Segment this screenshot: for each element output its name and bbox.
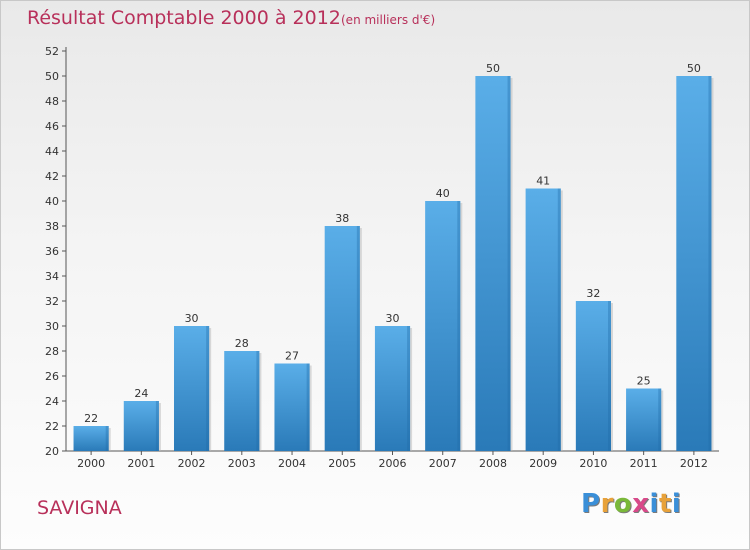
bar xyxy=(173,326,210,451)
bar xyxy=(274,363,310,451)
bar xyxy=(676,76,712,451)
x-tick-label: 2006 xyxy=(379,457,407,470)
chart-subtitle: (en milliers d'€) xyxy=(341,13,436,27)
bar-value-label: 40 xyxy=(436,187,450,200)
x-tick-label: 2004 xyxy=(278,457,306,470)
x-tick-label: 2009 xyxy=(529,457,557,470)
bar-value-label: 41 xyxy=(536,175,550,188)
y-tick-label: 26 xyxy=(45,370,59,383)
bar xyxy=(425,201,461,451)
logo-letter: x xyxy=(632,489,650,519)
bar-value-label: 30 xyxy=(386,312,400,325)
bar-value-label: 24 xyxy=(134,387,148,400)
bar-edge xyxy=(306,363,310,451)
bar-edge xyxy=(105,426,109,451)
y-tick-label: 44 xyxy=(45,145,59,158)
y-tick-label: 36 xyxy=(45,245,59,258)
bar xyxy=(123,401,159,451)
bar-edge xyxy=(708,76,712,451)
bar-value-label: 32 xyxy=(586,287,600,300)
bar-edge xyxy=(557,188,561,451)
bar-value-label: 50 xyxy=(486,62,500,75)
logo-letter: i xyxy=(671,489,682,519)
x-tick-label: 2005 xyxy=(328,457,356,470)
y-tick-label: 38 xyxy=(45,220,59,233)
logo-letter: t xyxy=(658,489,672,519)
bar-edge xyxy=(608,301,612,451)
bar-edge xyxy=(356,226,360,451)
bar xyxy=(324,226,360,451)
bar-edge xyxy=(155,401,159,451)
bar-value-label: 50 xyxy=(687,62,701,75)
bar-value-label: 28 xyxy=(235,337,249,350)
logo-letter: o xyxy=(613,489,633,519)
bar xyxy=(224,351,260,451)
bar-value-label: 27 xyxy=(285,350,299,363)
bar-edge xyxy=(407,326,411,451)
y-tick-label: 42 xyxy=(45,170,59,183)
bar-edge xyxy=(457,201,461,451)
x-tick-label: 2012 xyxy=(680,457,708,470)
x-tick-label: 2007 xyxy=(429,457,457,470)
bar xyxy=(626,388,662,451)
x-tick-label: 2001 xyxy=(127,457,155,470)
x-tick-label: 2008 xyxy=(479,457,507,470)
x-tick-label: 2000 xyxy=(77,457,105,470)
logo-letter: r xyxy=(600,489,614,519)
bar-value-label: 38 xyxy=(335,212,349,225)
bar xyxy=(475,76,511,451)
x-tick-label: 2010 xyxy=(579,457,607,470)
y-tick-label: 24 xyxy=(45,395,59,408)
y-tick-label: 22 xyxy=(45,420,59,433)
bar-edge xyxy=(658,388,662,451)
bar xyxy=(73,426,109,451)
proxiti-logo[interactable]: Proxiti xyxy=(581,489,681,519)
y-tick-label: 30 xyxy=(45,320,59,333)
logo-letter: i xyxy=(649,489,659,519)
y-tick-label: 52 xyxy=(45,45,59,58)
y-tick-label: 34 xyxy=(45,270,59,283)
logo-letter: P xyxy=(581,489,601,519)
bar-edge xyxy=(206,326,210,451)
y-tick-label: 32 xyxy=(45,295,59,308)
data-labels: 22 24 30 28 27 38 30 40 50 41 32 25 50 xyxy=(84,62,701,425)
y-tick-label: 40 xyxy=(45,195,59,208)
bar-edge xyxy=(256,351,260,451)
bar xyxy=(575,301,612,451)
x-tick-label: 2002 xyxy=(178,457,206,470)
y-tick-label: 28 xyxy=(45,345,59,358)
y-tick-label: 20 xyxy=(45,445,59,458)
bar xyxy=(525,188,561,451)
bar-value-label: 25 xyxy=(637,375,651,388)
x-tick-label: 2003 xyxy=(228,457,256,470)
y-tick-label: 48 xyxy=(45,95,59,108)
commune-name: SAVIGNA xyxy=(37,497,122,519)
bar-value-label: 22 xyxy=(84,412,98,425)
bar-value-label: 30 xyxy=(185,312,199,325)
y-tick-label: 50 xyxy=(45,70,59,83)
y-tick-label: 46 xyxy=(45,120,59,133)
chart-title: Résultat Comptable 2000 à 2012 xyxy=(27,7,341,29)
bar-edge xyxy=(507,76,511,451)
bars xyxy=(73,76,714,451)
x-tick-label: 2011 xyxy=(630,457,658,470)
bar xyxy=(374,326,411,451)
